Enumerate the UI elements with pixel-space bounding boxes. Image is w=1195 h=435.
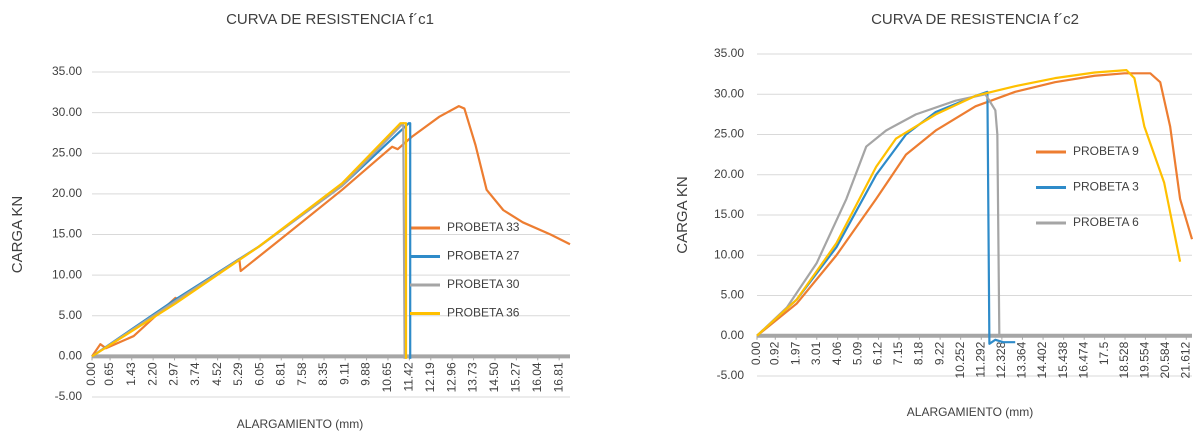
legend-label: PROBETA 30 [447, 277, 520, 291]
x-tick-label: 12.19 [423, 362, 437, 392]
chart-title: CURVA DE RESISTENCIA f´c1 [226, 11, 434, 28]
x-tick-label: 11.292 [973, 341, 987, 377]
x-tick-label: 20.584 [1158, 341, 1172, 378]
y-tick-label: 15.00 [52, 227, 82, 241]
x-tick-label: 17.5 [1097, 341, 1111, 365]
y-tick-label: 20.00 [714, 167, 744, 181]
y-tick-label: -5.00 [717, 368, 745, 382]
y-tick-label: 5.00 [721, 288, 745, 302]
y-axis-title: CARGA KN [9, 196, 26, 274]
x-tick-label: 8.18 [912, 341, 926, 365]
x-tick-label: 8.35 [316, 362, 330, 386]
x-tick-label: 9.22 [932, 341, 946, 365]
x-tick-label: 2.20 [145, 362, 159, 386]
x-tick-label: 16.474 [1076, 341, 1090, 378]
chart-title: CURVA DE RESISTENCIA f´c2 [871, 11, 1079, 28]
y-tick-label: 30.00 [52, 105, 82, 119]
x-tick-label: 15.27 [509, 362, 523, 392]
legend-label: PROBETA 33 [447, 220, 520, 234]
legend-label: PROBETA 27 [447, 249, 520, 263]
x-tick-label: 0.92 [767, 341, 781, 365]
series-line [756, 68, 1182, 337]
series-line [756, 93, 1001, 337]
legend-label: PROBETA 9 [1073, 144, 1139, 158]
x-tick-label: 10.65 [380, 362, 394, 392]
legend-label: PROBETA 6 [1073, 215, 1139, 229]
x-tick-label: 21.612 [1178, 341, 1192, 378]
x-tick-label: 9.88 [359, 362, 373, 386]
x-tick-label: 0.00 [749, 341, 763, 365]
y-tick-label: 25.00 [714, 127, 744, 141]
x-tick-label: 0.00 [84, 362, 98, 386]
x-tick-label: 6.05 [252, 362, 266, 386]
y-tick-label: 30.00 [714, 86, 744, 100]
x-tick-label: 5.09 [850, 341, 864, 365]
x-tick-label: 18.528 [1117, 341, 1131, 378]
x-tick-label: 6.12 [871, 341, 885, 365]
y-tick-label: 10.00 [714, 247, 744, 261]
x-tick-label: 6.81 [273, 362, 287, 386]
y-tick-label: 5.00 [59, 308, 83, 322]
x-axis-title: ALARGAMIENTO (mm) [237, 417, 363, 431]
x-tick-label: 14.402 [1035, 341, 1049, 378]
x-tick-label: 13.73 [466, 362, 480, 392]
y-tick-label: 15.00 [714, 207, 744, 221]
y-tick-label: 10.00 [52, 267, 82, 281]
y-tick-label: 0.00 [59, 349, 83, 363]
x-tick-label: 16.04 [530, 362, 544, 392]
x-tick-label: 1.97 [788, 341, 802, 365]
y-tick-label: 35.00 [714, 46, 744, 60]
x-tick-label: 0.65 [102, 362, 116, 386]
series-line [756, 72, 1194, 337]
x-tick-label: 19.554 [1138, 341, 1152, 378]
legend-label: PROBETA 36 [447, 306, 520, 320]
x-tick-label: 13.364 [1015, 341, 1029, 378]
series-line [91, 122, 408, 359]
y-tick-label: 20.00 [52, 186, 82, 200]
y-tick-label: 25.00 [52, 145, 82, 159]
x-tick-label: 4.52 [210, 362, 224, 386]
legend-label: PROBETA 3 [1073, 180, 1139, 194]
x-tick-label: 12.96 [444, 362, 458, 392]
x-tick-label: 10.252 [953, 341, 967, 378]
x-tick-label: 7.58 [295, 362, 309, 386]
x-tick-label: 2.97 [167, 362, 181, 386]
x-tick-label: 11.42 [402, 362, 416, 391]
y-tick-label: -5.00 [55, 389, 83, 403]
x-tick-label: 7.15 [891, 341, 905, 365]
x-tick-label: 3.74 [188, 362, 202, 386]
x-tick-label: 4.06 [830, 341, 844, 365]
y-axis-title: CARGA KN [674, 176, 691, 254]
x-tick-label: 15.438 [1056, 341, 1070, 378]
x-tick-label: 3.01 [809, 341, 823, 365]
x-tick-label: 5.29 [231, 362, 245, 386]
x-tick-label: 16.81 [551, 362, 565, 392]
y-tick-label: 35.00 [52, 64, 82, 78]
x-tick-label: 9.11 [337, 362, 351, 385]
x-tick-label: 1.43 [124, 362, 138, 386]
x-tick-label: 12.328 [994, 341, 1008, 378]
x-axis-title: ALARGAMIENTO (mm) [907, 405, 1033, 419]
y-tick-label: 0.00 [721, 328, 745, 342]
x-tick-label: 14.50 [487, 362, 501, 392]
